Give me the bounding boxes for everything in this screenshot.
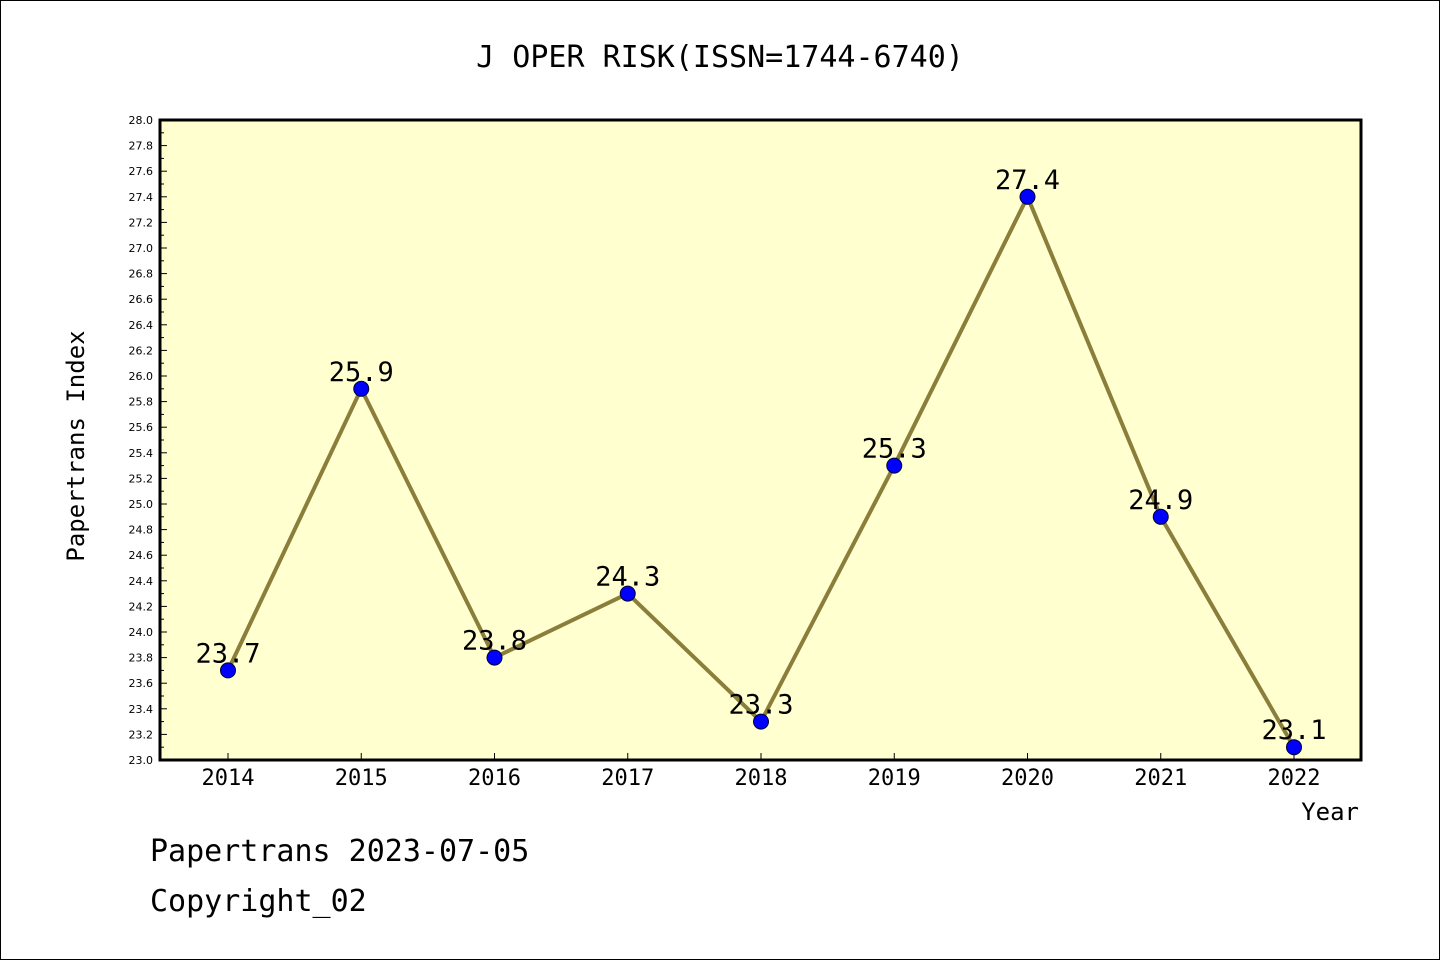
y-tick-label: 24.0: [129, 626, 154, 639]
y-tick-label: 24.2: [129, 600, 154, 613]
data-point: [1019, 188, 1036, 205]
y-tick-label: 23.6: [129, 677, 154, 690]
x-axis-label: Year: [1301, 798, 1359, 826]
data-labels: 23.7 25.9 23.8 24.3 23.3 25.3 27.4 24.9 23.1: [195, 165, 1326, 746]
data-point: [886, 457, 903, 474]
y-tick-label: 27.4: [129, 191, 154, 204]
y-tick-label: 25.0: [129, 498, 154, 511]
data-label: 24.3: [595, 562, 660, 593]
y-tick-label: 24.4: [129, 575, 154, 588]
y-tick-label: 24.6: [129, 549, 154, 562]
data-label: 27.4: [995, 165, 1060, 196]
data-label: 24.9: [1128, 485, 1193, 516]
y-tick-label: 26.8: [129, 268, 154, 281]
y-tick-label: 23.0: [129, 754, 154, 767]
data-points: [220, 188, 1302, 756]
x-tick-label: 2016: [468, 766, 521, 791]
data-label: 25.3: [862, 434, 927, 465]
chart-title: J OPER RISK(ISSN=1744-6740): [476, 40, 964, 75]
y-tick-label: 27.8: [129, 140, 154, 153]
x-axis-ticks: 2014 2015 2016 2017 2018 2019 2020 2021 2022: [202, 753, 1321, 791]
x-tick-label: 2019: [868, 766, 921, 791]
data-point: [220, 662, 236, 679]
x-tick-label: 2017: [601, 766, 654, 791]
plot-area: [160, 120, 1361, 760]
data-point: [1152, 508, 1169, 525]
plot-border: [158, 118, 1363, 762]
data-label: 23.8: [462, 626, 527, 657]
y-tick-label: 27.2: [129, 216, 154, 229]
y-tick-label: 28.0: [129, 114, 154, 127]
y-tick-label: 27.0: [129, 242, 154, 255]
y-tick-label: 25.2: [129, 472, 154, 485]
x-tick-label: 2020: [1001, 766, 1054, 791]
data-point: [353, 380, 370, 397]
data-label: 23.7: [195, 638, 260, 669]
data-label: 25.9: [329, 357, 394, 388]
y-tick-label: 26.6: [129, 293, 154, 306]
y-tick-label: 24.8: [129, 524, 154, 537]
y-tick-label: 23.8: [129, 652, 154, 665]
y-tick-label: 25.6: [129, 421, 154, 434]
x-tick-label: 2022: [1268, 766, 1321, 791]
y-tick-label: 26.0: [129, 370, 154, 383]
y-tick-label: 23.4: [129, 703, 154, 716]
data-point: [753, 713, 769, 730]
y-tick-label: 25.8: [129, 396, 154, 409]
footer-copyright: Copyright_02: [150, 884, 367, 919]
y-tick-label: 27.6: [129, 165, 154, 178]
data-point: [619, 585, 636, 602]
data-label: 23.1: [1261, 715, 1326, 746]
data-label: 23.3: [728, 690, 793, 721]
x-tick-label: 2018: [735, 766, 788, 791]
data-point: [486, 649, 503, 666]
x-tick-label: 2014: [202, 766, 255, 791]
x-tick-label: 2021: [1134, 766, 1187, 791]
y-tick-label: 25.4: [129, 447, 154, 460]
y-axis-label: Papertrans Index: [62, 330, 90, 561]
footer-date: Papertrans 2023-07-05: [150, 834, 530, 869]
y-tick-label: 23.2: [129, 728, 154, 741]
y-tick-label: 26.4: [129, 319, 154, 332]
data-point: [1286, 739, 1302, 756]
y-tick-label: 26.2: [129, 344, 154, 357]
y-axis-ticks: 23.0 23.2 23.4 23.6 23.8 24.0 24.2 24.4 24.6 24.8…: [129, 114, 167, 767]
x-tick-label: 2015: [335, 766, 388, 791]
